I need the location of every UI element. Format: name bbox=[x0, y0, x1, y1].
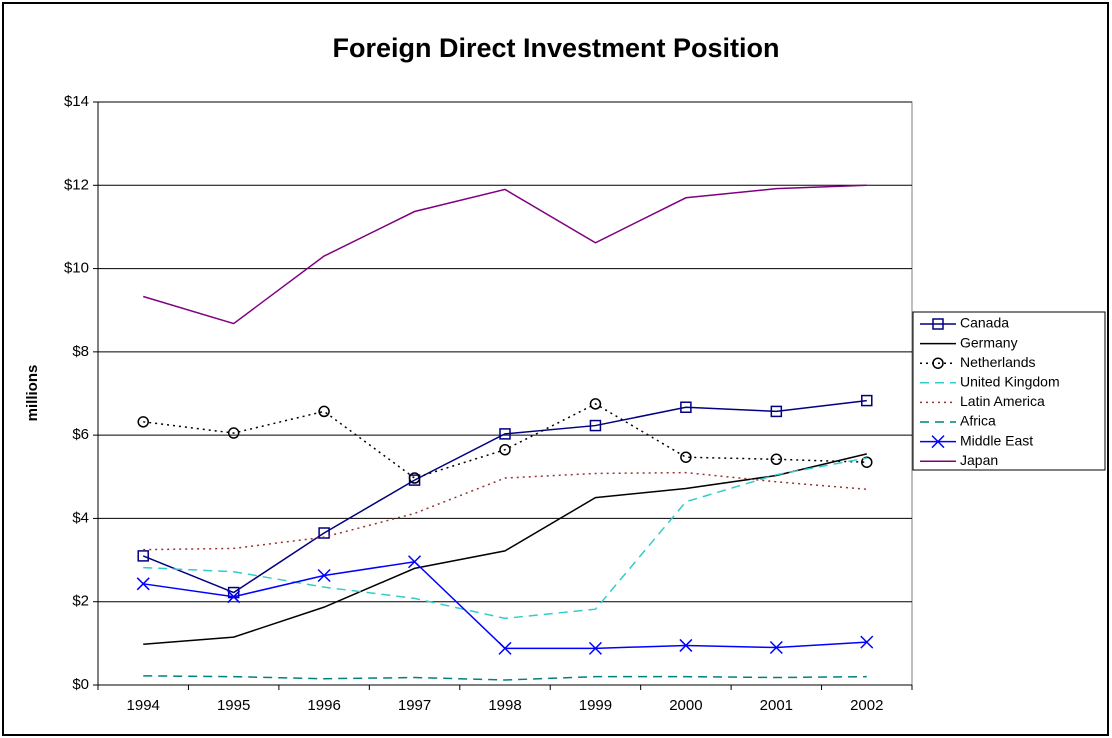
marker bbox=[932, 318, 944, 330]
series-line bbox=[143, 184, 867, 325]
y-tick-label: $2 bbox=[72, 593, 89, 610]
marker bbox=[589, 398, 602, 410]
series-line bbox=[143, 453, 867, 645]
marker bbox=[136, 577, 150, 591]
marker bbox=[679, 638, 693, 652]
legend-label: Latin America bbox=[960, 393, 1045, 409]
x-tick-label: 2001 bbox=[760, 697, 793, 714]
marker bbox=[770, 405, 783, 418]
marker bbox=[499, 443, 511, 456]
x-tick-label: 1997 bbox=[398, 697, 431, 714]
y-tick-label: $8 bbox=[72, 343, 89, 360]
series-line bbox=[143, 675, 867, 681]
marker bbox=[860, 635, 874, 649]
marker bbox=[861, 394, 873, 407]
legend-box bbox=[912, 311, 1106, 471]
y-tick-label: $12 bbox=[64, 176, 89, 193]
legend-marker bbox=[932, 357, 944, 369]
marker bbox=[861, 456, 873, 468]
y-tick-label: $14 bbox=[64, 93, 89, 110]
marker bbox=[499, 428, 511, 440]
legend-marker bbox=[932, 318, 944, 330]
marker bbox=[318, 527, 330, 539]
y-tick-label: $10 bbox=[64, 260, 89, 277]
legend-label: Japan bbox=[960, 452, 998, 468]
y-tick-label: $6 bbox=[72, 426, 89, 443]
legend-label: Netherlands bbox=[960, 354, 1036, 370]
x-tick-label: 1999 bbox=[579, 697, 612, 714]
y-tick-label: $4 bbox=[72, 509, 89, 526]
marker bbox=[770, 453, 783, 466]
marker bbox=[932, 357, 944, 369]
legend-label: Africa bbox=[960, 413, 996, 429]
series-line bbox=[142, 399, 867, 594]
marker bbox=[408, 555, 422, 569]
series-line bbox=[143, 403, 867, 479]
x-tick-label: 2000 bbox=[669, 697, 702, 714]
chart-title: Foreign Direct Investment Position bbox=[332, 33, 779, 63]
marker bbox=[931, 435, 945, 449]
marker bbox=[680, 451, 692, 463]
x-tick-label: 2002 bbox=[850, 697, 883, 714]
legend-label: Germany bbox=[960, 334, 1018, 350]
marker bbox=[408, 472, 421, 484]
marker bbox=[227, 427, 240, 439]
marker bbox=[318, 405, 330, 418]
x-tick-label: 1995 bbox=[217, 697, 250, 714]
x-tick-label: 1996 bbox=[307, 697, 340, 714]
y-axis-label: millions bbox=[24, 365, 41, 422]
series-line bbox=[143, 471, 867, 551]
legend-label: United Kingdom bbox=[960, 374, 1060, 390]
marker bbox=[137, 550, 149, 562]
marker bbox=[137, 416, 149, 428]
marker bbox=[588, 641, 602, 655]
legend-label: Middle East bbox=[960, 432, 1033, 448]
marker bbox=[227, 590, 241, 604]
y-tick-label: $0 bbox=[72, 676, 89, 693]
series-line bbox=[143, 457, 867, 620]
legend-label: Canada bbox=[960, 315, 1009, 331]
marker bbox=[680, 401, 692, 413]
x-tick-label: 1998 bbox=[488, 697, 521, 714]
marker bbox=[317, 568, 331, 583]
x-tick-label: 1994 bbox=[127, 697, 160, 714]
legend-marker bbox=[931, 435, 945, 449]
marker bbox=[498, 641, 512, 655]
marker bbox=[589, 419, 602, 432]
marker bbox=[769, 640, 783, 655]
